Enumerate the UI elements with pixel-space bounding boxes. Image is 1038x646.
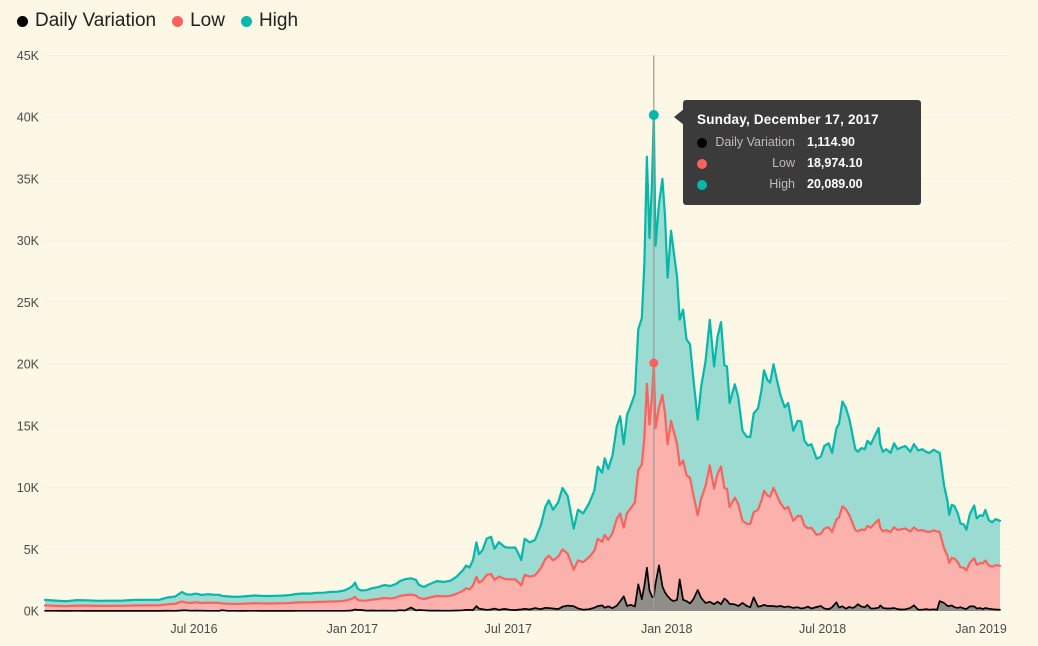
tooltip-dot-high-icon — [697, 179, 707, 190]
y-axis-label: 0K — [24, 605, 40, 619]
legend-item-low[interactable]: Low — [172, 8, 225, 34]
high-area — [45, 115, 1000, 607]
tooltip-row-daily-variation: Daily Variation 1,114.90 — [697, 136, 907, 149]
tooltip-row-low: Low 18,974.10 — [697, 157, 907, 170]
y-axis-label: 35K — [17, 172, 40, 186]
tooltip-dot-low-icon — [697, 158, 707, 169]
legend-label-high: High — [258, 10, 299, 31]
y-axis-label: 5K — [24, 543, 40, 557]
selected-low-marker[interactable] — [649, 358, 659, 368]
x-axis-label: Jan 2017 — [327, 622, 378, 636]
tooltip-value: 20,089.00 — [807, 177, 863, 191]
y-axis-label: 30K — [17, 234, 40, 248]
selected-high-marker[interactable] — [648, 110, 659, 120]
legend-item-high[interactable]: High — [240, 8, 299, 34]
tooltip-date-title: Sunday, December 17, 2017 — [697, 112, 879, 127]
y-axis-label: 45K — [17, 49, 40, 63]
tooltip-label: High — [769, 177, 795, 191]
tooltip: Sunday, December 17, 2017 Daily Variatio… — [674, 100, 921, 205]
y-axis-label: 10K — [17, 481, 40, 495]
tooltip-value: 1,114.90 — [807, 135, 855, 149]
tooltip-label: Daily Variation — [715, 135, 795, 149]
x-axis-label: Jul 2016 — [170, 622, 217, 636]
y-axis-label: 20K — [17, 358, 40, 372]
tooltip-arrow-icon — [674, 109, 684, 125]
y-axis-label: 15K — [17, 419, 40, 433]
legend-label-low: Low — [190, 10, 225, 31]
tooltip-row-high: High 20,089.00 — [697, 178, 907, 191]
x-axis-label: Jul 2018 — [799, 622, 846, 636]
low-line — [43, 361, 1002, 608]
legend-item-daily-variation[interactable]: Daily Variation — [17, 8, 156, 34]
high-line — [43, 113, 1002, 603]
legend: Daily Variation Low High — [17, 8, 298, 34]
y-axis-label: 40K — [17, 111, 40, 125]
tooltip-value: 18,974.10 — [807, 156, 863, 170]
x-axis-label: Jan 2019 — [955, 622, 1006, 636]
legend-dot-high-icon — [240, 15, 252, 27]
tooltip-dot-daily-variation-icon — [697, 137, 707, 148]
legend-label-daily-variation: Daily Variation — [35, 10, 157, 31]
low-area — [45, 363, 1000, 611]
y-axis-label: 25K — [17, 296, 40, 310]
legend-dot-daily-variation-icon — [17, 15, 28, 27]
daily-variation-line — [44, 564, 1001, 612]
x-axis-label: Jan 2018 — [641, 622, 692, 636]
x-axis-label: Jul 2017 — [485, 622, 532, 636]
legend-dot-low-icon — [172, 15, 184, 27]
tooltip-label: Low — [772, 156, 795, 170]
